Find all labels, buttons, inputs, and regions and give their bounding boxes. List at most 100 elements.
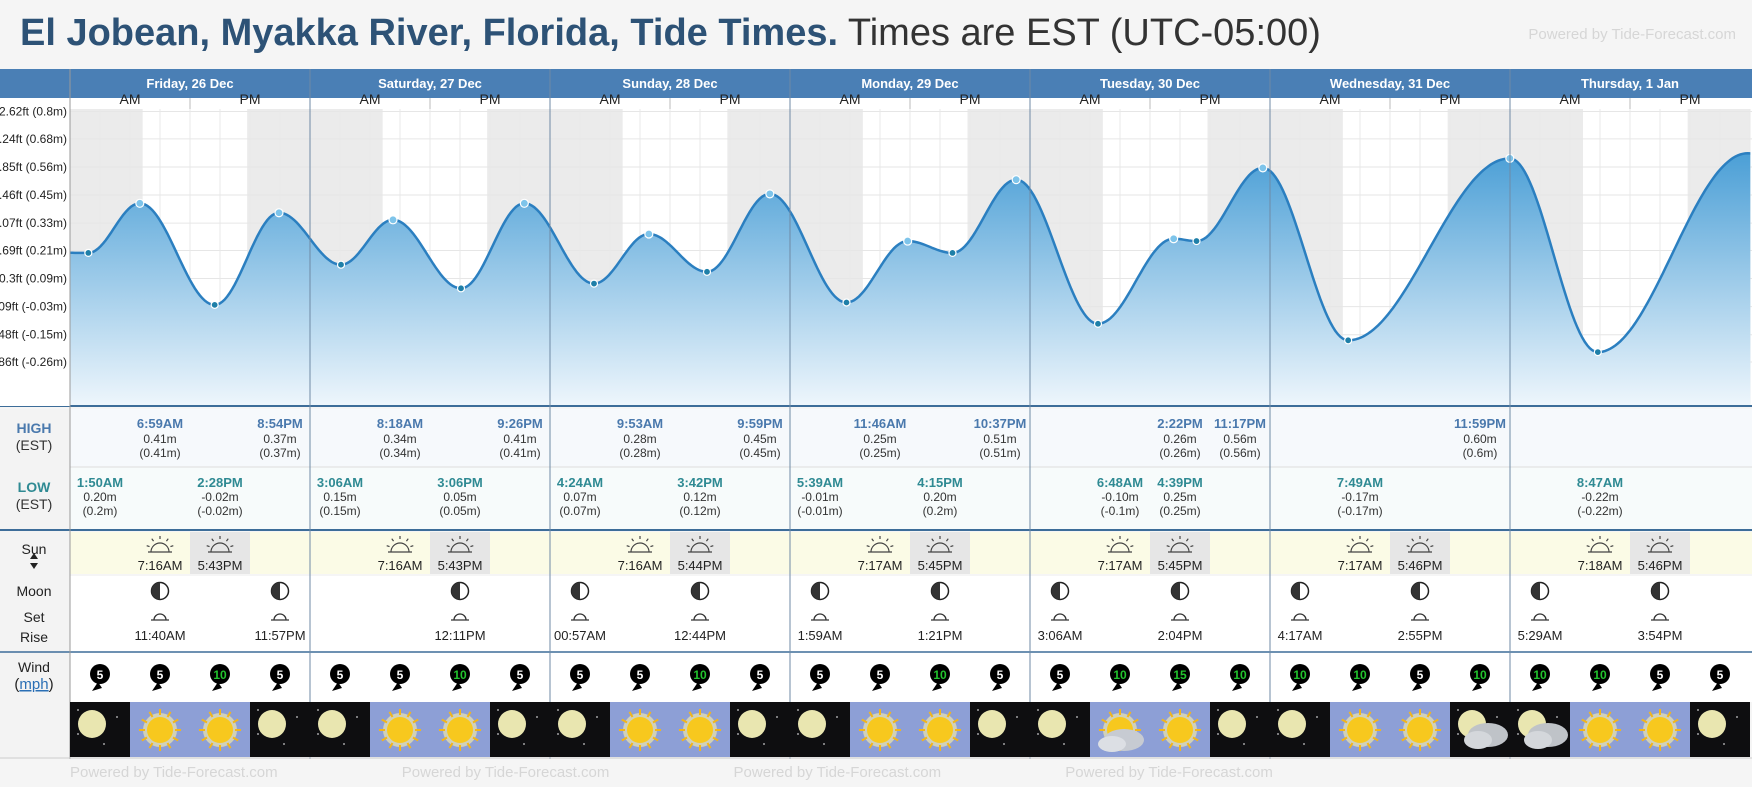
moon-phase-icon <box>270 581 290 601</box>
wind-pointer <box>272 682 282 691</box>
sun-glyph <box>627 717 653 743</box>
sunrise-time-6: 7:18AM <box>1578 558 1623 573</box>
sunset-ray <box>1430 545 1434 548</box>
star <box>356 716 358 718</box>
moon-glyph <box>78 710 106 738</box>
low-point-2-0 <box>589 279 599 288</box>
sun-ray <box>1666 711 1672 718</box>
wind-arrow-icon <box>1110 664 1130 691</box>
sunrise-ray <box>1370 545 1374 548</box>
wind-speed-2-2: 10 <box>693 668 707 682</box>
wind-speed-0-2: 10 <box>213 668 227 682</box>
sun-glyph <box>1167 717 1193 743</box>
sunset-time-1: 5:43PM <box>438 558 483 573</box>
moon-row-bg <box>70 576 1752 652</box>
sunset-icon <box>446 536 474 553</box>
powered-by-watermark: Powered by Tide-Forecast.com <box>1528 26 1736 43</box>
wind-circle <box>1590 664 1610 684</box>
moon-glyph <box>1038 710 1066 738</box>
moon-glyph <box>318 710 346 738</box>
moon-arc <box>1653 613 1667 621</box>
sun-ray <box>892 718 899 724</box>
sunset-icon <box>1166 536 1194 553</box>
sunrise-arc <box>150 542 170 553</box>
moon-glyph <box>498 710 526 738</box>
high-height-paren-1-0: (0.34m) <box>379 446 420 460</box>
moon-set-icon <box>1171 613 1189 621</box>
low-point-0-1 <box>210 300 219 309</box>
sun-glyph <box>387 717 413 743</box>
weather-sun-icon <box>1630 702 1690 757</box>
wind-circle <box>750 664 770 684</box>
high-height-1-0: 0.34m <box>383 432 416 446</box>
star <box>536 716 538 718</box>
star <box>977 709 979 711</box>
sun-ray <box>226 742 232 749</box>
low-time-2-0: 4:24AM <box>557 475 603 490</box>
title-timezone: Times are EST (UTC-05:00) <box>847 12 1321 54</box>
sun-up-arrow-icon <box>30 553 38 559</box>
pm-label-4: PM <box>1200 91 1221 107</box>
sun-ray <box>652 736 659 742</box>
sun-ray <box>141 718 148 724</box>
low-point-1-0 <box>336 260 346 269</box>
sun-ray <box>1108 711 1114 718</box>
day-header-6: Thursday, 1 Jan <box>1581 76 1679 91</box>
wind-circle <box>1110 664 1130 684</box>
moon-phase-icon <box>1650 581 1670 601</box>
star <box>1316 716 1318 718</box>
sunrise-ray <box>386 545 390 548</box>
wind-circle <box>1230 664 1250 684</box>
low-point-2-1 <box>702 267 712 276</box>
day-header-5: Wednesday, 31 Dec <box>1330 76 1450 91</box>
mph-link[interactable]: mph <box>19 676 48 693</box>
sun-ray <box>1348 711 1354 718</box>
high-time-1-0: 8:18AM <box>377 416 423 431</box>
star <box>257 733 259 735</box>
moon-shadow <box>1051 582 1060 600</box>
weather-sun-icon <box>1330 702 1390 757</box>
sun-ray <box>681 736 688 742</box>
wind-circle <box>570 664 590 684</box>
star <box>1697 709 1699 711</box>
high-height-1-1: 0.41m <box>503 432 536 446</box>
low-height-2-0: 0.07m <box>563 490 596 504</box>
moon-time-4-0: 3:06AM <box>1038 628 1083 643</box>
sun-ray <box>712 718 719 724</box>
moon-rise-icon <box>1291 613 1309 621</box>
moon-rise-icon <box>811 613 829 621</box>
wind-arrow-icon <box>390 664 410 691</box>
sun-glyph <box>1347 717 1373 743</box>
low-height-3-0: -0.01m <box>801 490 838 504</box>
sun-ray <box>172 718 179 724</box>
star <box>317 733 319 735</box>
star <box>1697 733 1699 735</box>
weather-sun-cloud-icon <box>1090 702 1150 757</box>
sun-ray <box>681 718 688 724</box>
day-header-0: Friday, 26 Dec <box>146 76 233 91</box>
wind-speed-1-2: 10 <box>453 668 467 682</box>
high-time-4-0: 2:22PM <box>1157 416 1203 431</box>
wind-circle <box>1350 664 1370 684</box>
moon-arc <box>573 613 587 621</box>
weather-night-icon <box>730 702 790 757</box>
weather-sun-icon <box>130 702 190 757</box>
low-time-2-1: 3:42PM <box>677 475 723 490</box>
sun-ray <box>201 718 208 724</box>
sunrise-ray <box>1365 538 1369 542</box>
star <box>776 716 778 718</box>
sun-ray <box>208 711 214 718</box>
weather-night-icon <box>1210 702 1270 757</box>
low-time-4-1: 4:39PM <box>1157 475 1203 490</box>
sunrise-ray <box>866 545 870 548</box>
title-place: El Jobean, Myakka River, Florida, Tide T… <box>20 12 839 54</box>
sun-ray <box>688 742 694 749</box>
sun-ray <box>232 736 239 742</box>
moon-phase-icon <box>150 581 170 601</box>
sun-ray <box>1648 711 1654 718</box>
sunrise-icon <box>1346 536 1374 553</box>
low-time-3-1: 4:15PM <box>917 475 963 490</box>
paren-open: ( <box>14 676 19 693</box>
sun-ray <box>946 711 952 718</box>
sun-ray <box>466 742 472 749</box>
